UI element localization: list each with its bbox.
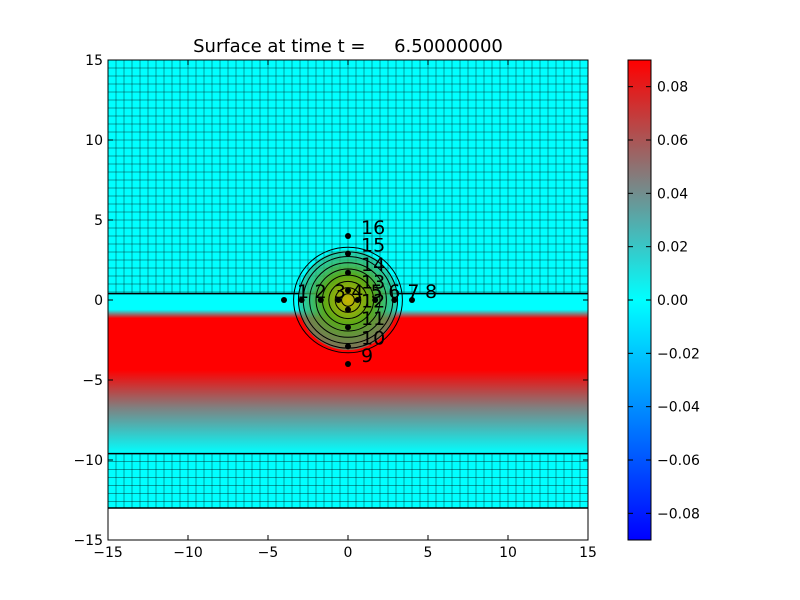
gauge-label: 10 <box>361 327 385 349</box>
gauge-label: 16 <box>361 217 385 239</box>
y-tick-label: 0 <box>94 293 103 309</box>
x-tick-label: −5 <box>258 545 279 561</box>
gauge-label: 15 <box>361 235 385 257</box>
y-tick-label: 15 <box>85 53 103 69</box>
y-tick-label: −15 <box>73 533 103 549</box>
gauge-label: 6 <box>388 281 400 303</box>
contour-line <box>328 280 368 320</box>
gauge-point <box>335 297 342 303</box>
x-tick-label: −10 <box>173 545 203 561</box>
colorbar-tick-label: −0.06 <box>657 453 700 469</box>
colorbar-ticks: −0.08 −0.06 −0.04 −0.02 0.00 0.02 0.04 0.06 0.08 <box>628 80 700 522</box>
chart-title: Surface at time t = 6.50000000 <box>193 36 503 57</box>
colorbar-tick-label: −0.02 <box>657 346 700 362</box>
colorbar-tick-label: −0.08 <box>657 506 700 522</box>
colorbar-tick-label: 0.00 <box>657 293 688 309</box>
y-tick-label: 5 <box>94 213 103 229</box>
y-tick-label: −5 <box>82 373 103 389</box>
x-tick-label: −15 <box>93 545 123 561</box>
y-tick-label: 10 <box>85 133 103 149</box>
gauge-label: 2 <box>315 281 327 303</box>
gauge-point <box>281 297 287 303</box>
gauge-point <box>345 343 351 350</box>
colorbar-tick-label: 0.06 <box>657 133 688 149</box>
mound-bump <box>297 249 399 351</box>
gauge-label: 8 <box>425 281 437 303</box>
gauge-point <box>391 297 398 303</box>
gauge-point <box>409 297 415 303</box>
colorbar-tick-label: 0.04 <box>657 186 688 202</box>
gauge-label: 12 <box>361 291 385 313</box>
gauge-point <box>345 324 351 331</box>
colorbar-tick-label: 0.02 <box>657 240 688 256</box>
gauge-point <box>345 233 351 239</box>
contour-line <box>315 268 381 332</box>
x-axis: −15 −10 −5 0 5 10 15 <box>93 60 597 561</box>
x-tick-label: 15 <box>579 545 597 561</box>
gauge-point <box>345 361 351 367</box>
gauge-label: 14 <box>361 254 385 276</box>
contour-line <box>293 246 403 354</box>
x-tick-label: 5 <box>424 545 433 561</box>
y-tick-label: −10 <box>73 453 103 469</box>
x-tick-label: 10 <box>499 545 517 561</box>
gauge-point <box>298 297 305 303</box>
gauge-label: 11 <box>361 308 385 330</box>
gauge-point <box>345 269 351 276</box>
colorbar-tick-label: 0.08 <box>657 80 688 96</box>
gauge-point <box>372 297 379 303</box>
gauge-point <box>345 250 351 257</box>
gauge-point <box>345 287 351 294</box>
gauge-label: 13 <box>361 271 385 293</box>
contour-line <box>341 293 355 307</box>
gauge-point <box>345 306 351 313</box>
gauge-point <box>354 297 361 303</box>
colorbar-tick-label: −0.04 <box>657 400 700 416</box>
gauge-label: 4 <box>351 281 363 303</box>
x-tick-label: 0 <box>344 545 353 561</box>
gauge-label: 9 <box>361 345 373 367</box>
contour-line <box>309 262 387 338</box>
gauge-point <box>317 297 324 303</box>
y-axis: −15 −10 −5 0 5 10 15 <box>73 53 588 549</box>
